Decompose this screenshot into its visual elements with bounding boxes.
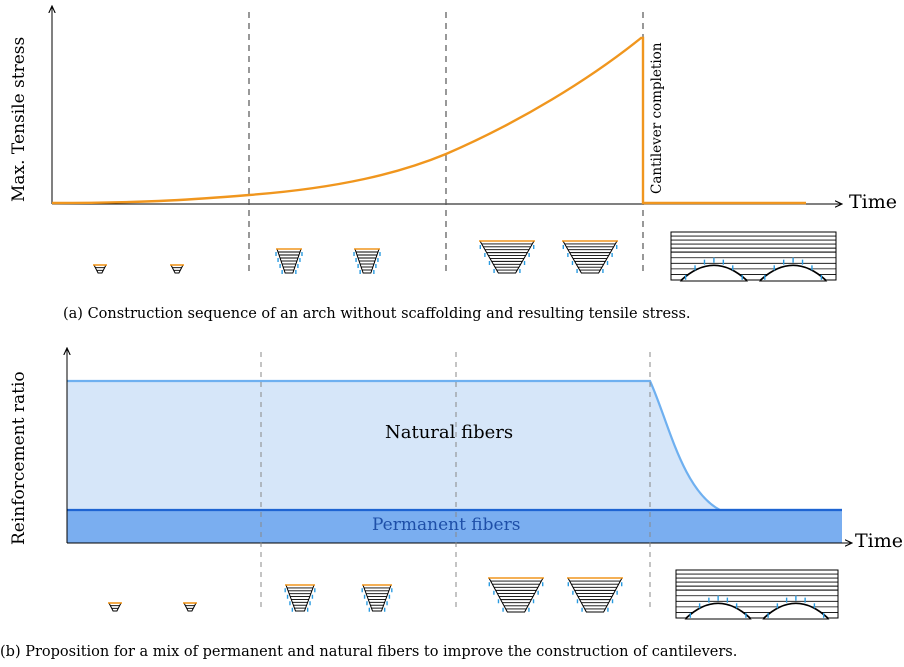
permanent-fibers-region bbox=[67, 510, 842, 543]
panel-a-arches bbox=[93, 231, 837, 282]
panel-a bbox=[51, 6, 842, 282]
natural-fibers-boundary bbox=[67, 379, 842, 512]
panel-a-caption: (a) Construction sequence of an arch wit… bbox=[63, 306, 691, 322]
panel-a-phase-dividers bbox=[248, 12, 644, 272]
panel-b bbox=[67, 348, 852, 620]
panel-a-y-axis-label: Max. Tensile stress bbox=[9, 36, 29, 202]
panel-a-time-label: Time bbox=[849, 191, 898, 213]
tensile-stress-curve bbox=[51, 36, 806, 205]
panel-b-arches bbox=[108, 569, 839, 620]
natural-fibers-region bbox=[67, 381, 720, 510]
panel-b-caption: (b) Proposition for a mix of permanent a… bbox=[0, 644, 738, 660]
cantilever-completion-label: Cantilever completion bbox=[649, 42, 665, 195]
permanent-fibers-label: Permanent fibers bbox=[372, 515, 521, 535]
panel-b-y-axis-label: Reinforcement ratio bbox=[9, 371, 29, 545]
natural-fibers-label: Natural fibers bbox=[385, 422, 514, 443]
panel-b-phase-dividers bbox=[260, 352, 651, 612]
panel-b-time-label: Time bbox=[855, 530, 904, 552]
